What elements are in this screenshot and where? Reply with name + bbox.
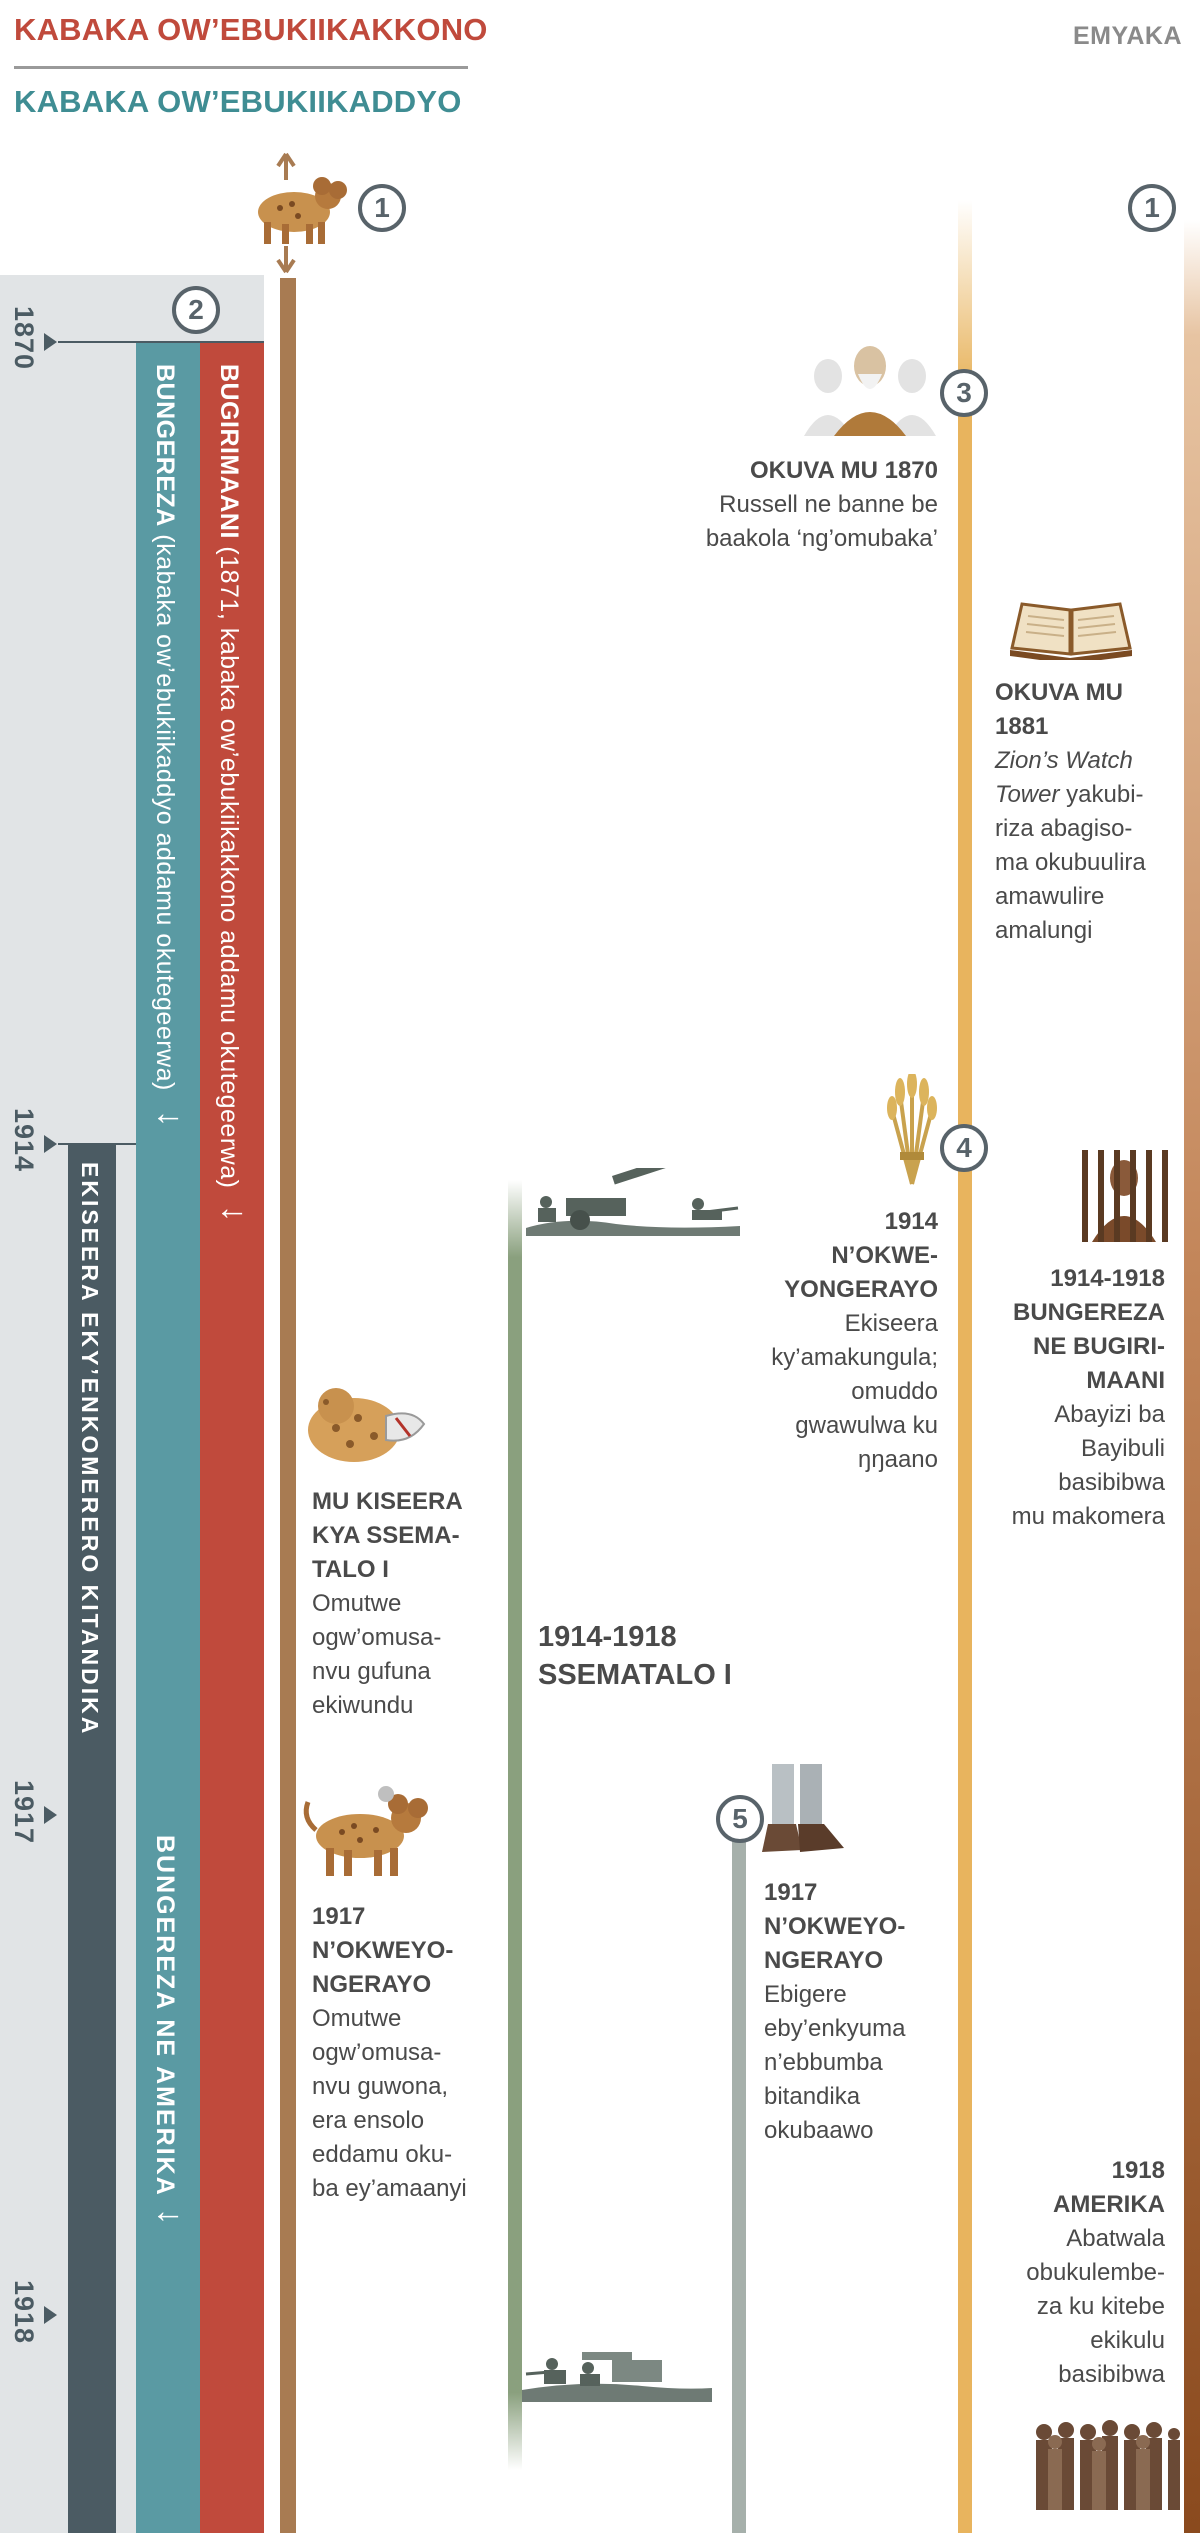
wounded-beast-head-icon: [308, 1388, 426, 1462]
ww1-label: 1914-1918 SSEMATALO I: [538, 1621, 732, 1691]
wheat-sheaf-icon: [887, 1074, 937, 1185]
event-1914: 1914 N’OKWE- YONGERAYO Ekiseera ky’amaku…: [771, 1208, 938, 1473]
year-1870: 1870: [9, 306, 39, 371]
title-divider: [14, 66, 468, 69]
soldiers-cannon-icon: [526, 1168, 740, 1236]
bar-britain-arrow: ↓: [151, 1110, 189, 1128]
event-1914-1918-prison: 1914-1918 BUNGEREZA NE BUGIRI- MAANI Aba…: [1011, 1265, 1165, 1530]
badge-4: 4: [940, 1124, 988, 1172]
event-1918: 1918 AMERIKA Abatwala obukulembe- za ku …: [1026, 2157, 1165, 2388]
tick-1918: [44, 2306, 57, 2324]
timeline-brown: [280, 278, 296, 2533]
event-1881: OKUVA MU 1881 Zion’s Watch Tower yakubi-…: [995, 679, 1146, 944]
badge-3: 3: [940, 369, 988, 417]
bar-britain-america-arrow: ↓: [151, 2208, 189, 2226]
bar-britain-label: BUNGEREZA (kabaka ow’ebukiikaddyo addamu…: [151, 364, 179, 1091]
group-of-men-icon: [1036, 2420, 1180, 2510]
title-king-of-the-north: KABAKA OW’EBUKIIKAKKONO: [14, 12, 488, 47]
bar-germany-label: BUGIRIMAANI (1871, kabaka ow’ebukiikakko…: [215, 364, 243, 1189]
timeline-ww1: [508, 1180, 522, 2470]
beast-icon: [258, 152, 347, 274]
tick-1917: [44, 1806, 57, 1824]
bar-britain: [136, 343, 200, 2533]
year-1918: 1918: [9, 2280, 39, 2345]
timeline-feet: [732, 1835, 746, 2533]
bar-britain-america-label: BUNGEREZA NE AMERIKA: [151, 1835, 179, 2197]
badge-5: 5: [716, 1795, 764, 1843]
badge-1-right: 1: [1128, 184, 1176, 232]
bar-germany-arrow: ↓: [215, 1205, 253, 1223]
tick-1914: [44, 1135, 57, 1153]
timeline-gold: [958, 200, 972, 2533]
badge-1-left: 1: [358, 184, 406, 232]
year-1914: 1914: [9, 1108, 39, 1173]
iron-clay-feet-icon: [762, 1764, 844, 1852]
russell-portrait-icon: [804, 346, 936, 436]
bar-germany: [200, 343, 264, 2533]
bar-time-of-end-label: EKISEERA EKY’ENKOMERERO KITANDIKA: [77, 1162, 103, 1737]
soldiers-cannon-icon-2: [522, 2352, 712, 2402]
event-1917-beast: 1917 N’OKWEYO- NGERAYO Omutwe ogw’omusa-…: [312, 1903, 467, 2202]
bar-time-of-end: [68, 1143, 116, 2533]
years-label: EMYAKA: [1072, 22, 1182, 50]
badge-2: 2: [172, 286, 220, 334]
title-king-of-the-south: KABAKA OW’EBUKIIKADDYO: [14, 84, 462, 119]
timeline-years: [1184, 220, 1200, 2533]
event-ww1-wound: MU KISEERA KYA SSEMA- TALO I Omutwe ogw’…: [312, 1488, 463, 1719]
year-1917: 1917: [9, 1780, 39, 1845]
event-1917-feet: 1917 N’OKWEYO- NGERAYO Ebigere eby’enkyu…: [764, 1879, 906, 2144]
tick-1870: [44, 333, 57, 351]
open-bible-icon: [1010, 602, 1132, 660]
prisoner-behind-bars-icon: [1082, 1150, 1168, 1242]
tick-line-1870: [58, 341, 264, 343]
event-1870: OKUVA MU 1870 Russell ne banne be baakol…: [705, 457, 938, 552]
healed-beast-icon: [303, 1786, 428, 1876]
